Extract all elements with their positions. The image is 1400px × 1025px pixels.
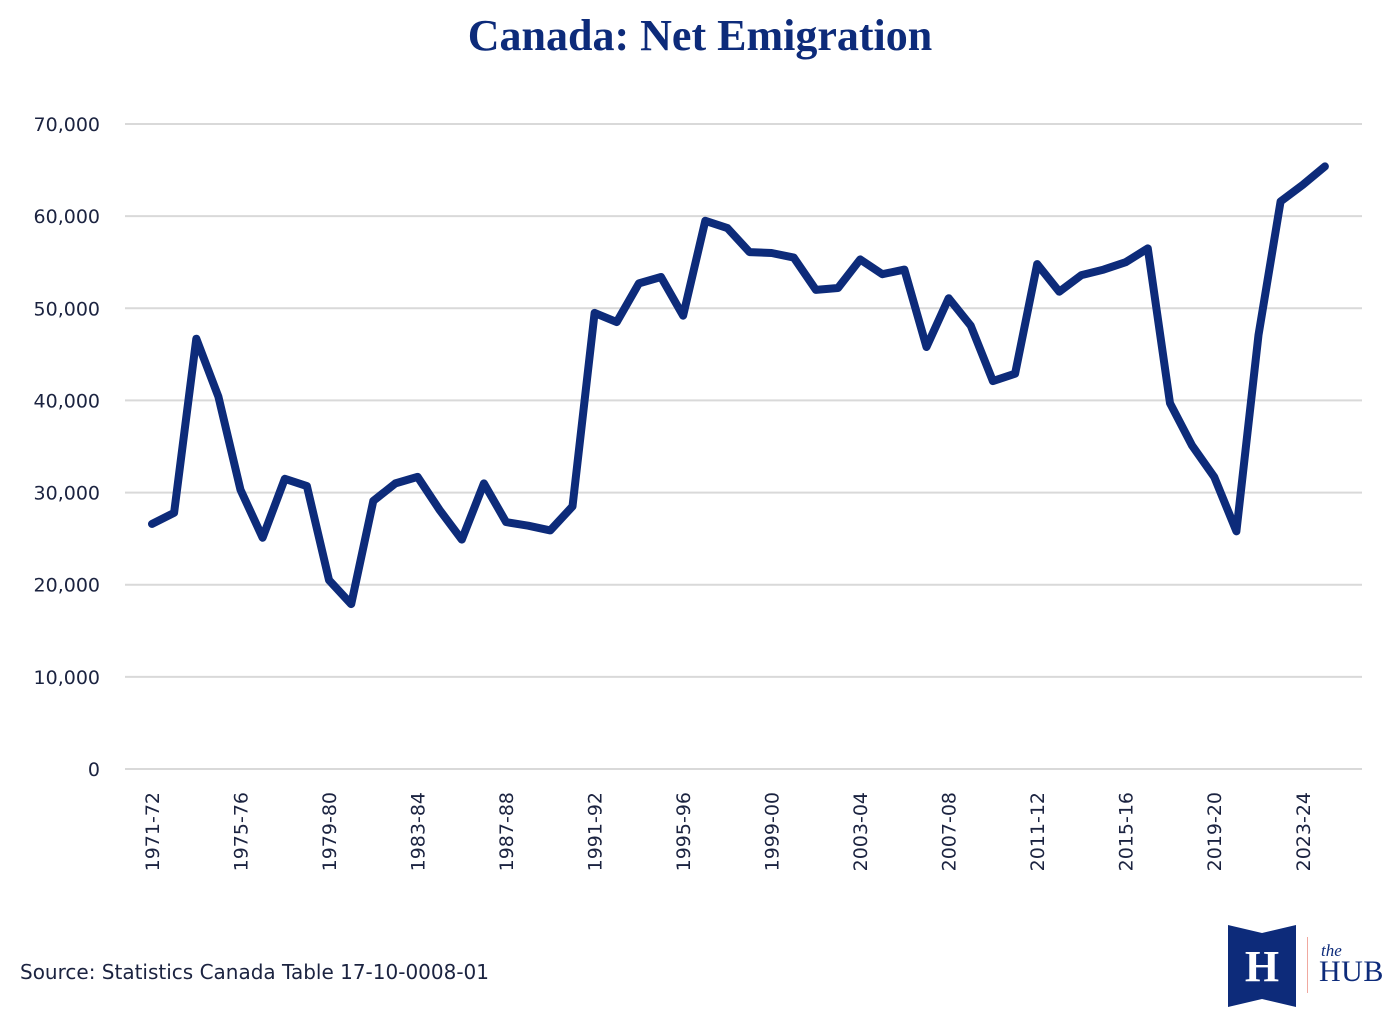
line-chart: 0 10,000 20,000 30,000 40,000 50,000 60,000 70,… [34, 114, 1362, 871]
source-note: Source: Statistics Canada Table 17-10-00… [20, 960, 490, 984]
hub-badge-icon: H [1228, 925, 1296, 1007]
y-tick-label: 30,000 [34, 483, 100, 505]
gridlines [125, 123, 1362, 770]
x-tick-label: 2015-16 [1116, 792, 1138, 871]
x-tick-label: 1999-00 [762, 792, 784, 871]
x-tick-label: 1991-92 [585, 792, 607, 871]
the-hub-logo: H the HUB [1228, 925, 1388, 1007]
svg-text:H: H [1245, 942, 1279, 991]
x-tick-label: 2003-04 [850, 792, 872, 871]
y-tick-label: 40,000 [34, 390, 100, 412]
y-axis-ticks: 0 10,000 20,000 30,000 40,000 50,000 60,000 70,… [34, 114, 100, 781]
x-axis-ticks: 1971-72 1975-76 1979-80 1983-84 1987-88 1991-… [142, 792, 1315, 871]
x-tick-label: 2007-08 [939, 792, 961, 871]
x-tick-label: 1983-84 [408, 792, 430, 871]
y-tick-label: 0 [88, 759, 100, 781]
logo-hub-text: HUB [1319, 955, 1384, 988]
series-line-net-emigration [148, 162, 1329, 609]
x-tick-label: 1987-88 [496, 792, 518, 871]
x-tick-label: 2023-24 [1293, 792, 1315, 871]
x-tick-label: 2019-20 [1204, 792, 1226, 871]
y-tick-label: 70,000 [34, 114, 100, 136]
logo-divider [1307, 937, 1308, 993]
x-tick-label: 1975-76 [231, 792, 253, 871]
y-tick-label: 20,000 [34, 575, 100, 597]
x-tick-label: 1971-72 [142, 792, 164, 871]
y-tick-label: 10,000 [34, 667, 100, 689]
logo-the-text: the [1321, 941, 1342, 960]
y-tick-label: 50,000 [34, 298, 100, 320]
x-tick-label: 1979-80 [319, 792, 341, 871]
series-group [148, 162, 1329, 609]
x-tick-label: 2011-12 [1027, 792, 1049, 871]
y-tick-label: 60,000 [34, 206, 100, 228]
x-tick-label: 1995-96 [673, 792, 695, 871]
chart-title: Canada: Net Emigration [467, 11, 933, 60]
